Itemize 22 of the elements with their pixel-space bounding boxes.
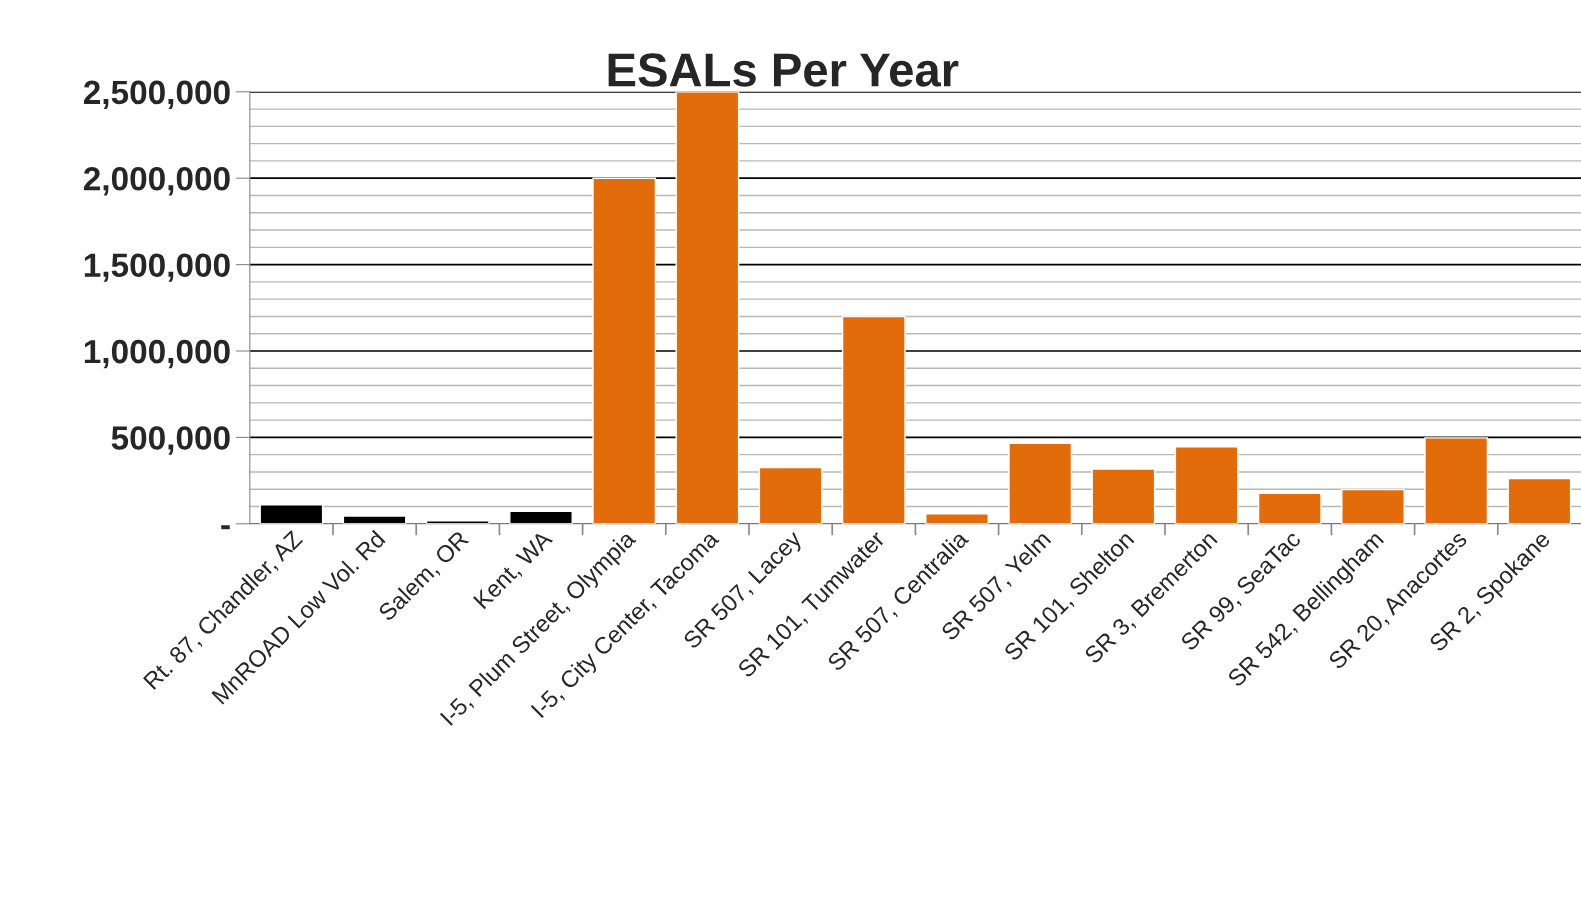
y-tick-label: 1,000,000 xyxy=(84,339,230,369)
y-tick-label: 500,000 xyxy=(111,426,230,455)
bar xyxy=(509,510,573,524)
bar xyxy=(925,513,989,524)
bar xyxy=(1008,442,1073,524)
bar xyxy=(675,91,740,524)
bar xyxy=(342,515,407,524)
chart-title: ESALs Per Year xyxy=(608,53,959,87)
bar xyxy=(1507,477,1572,524)
bar xyxy=(758,466,823,524)
bar xyxy=(1174,446,1239,524)
bar xyxy=(1257,492,1322,524)
bar xyxy=(259,504,324,524)
bar xyxy=(841,315,906,524)
y-tick-label: - xyxy=(221,525,230,530)
bar xyxy=(1424,437,1489,524)
bar xyxy=(1341,488,1405,524)
y-tick-label: 2,000,000 xyxy=(83,167,230,196)
bar xyxy=(592,177,657,524)
y-tick-label: 2,500,000 xyxy=(83,80,230,110)
y-tick-label: 1,500,000 xyxy=(84,253,230,282)
bar xyxy=(1091,468,1156,524)
